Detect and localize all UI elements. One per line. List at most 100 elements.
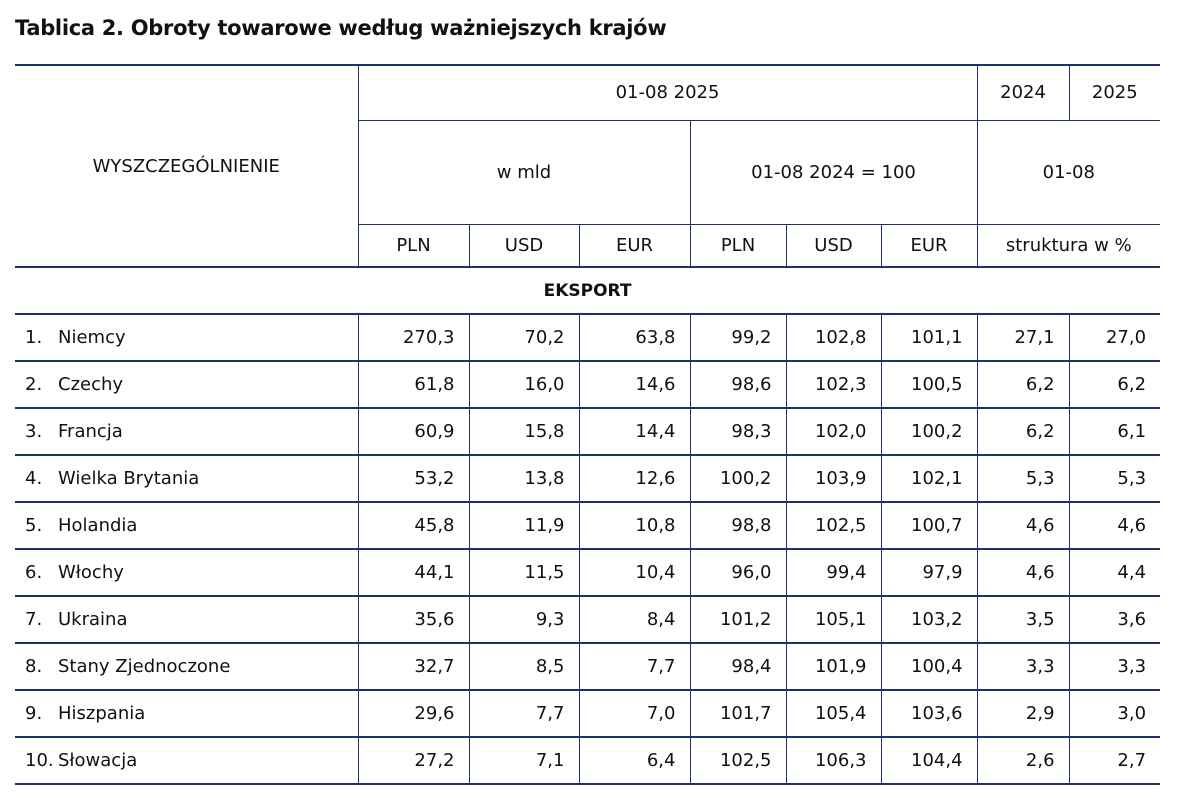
- value-cell: 102,5: [689, 736, 787, 785]
- value-cell: 102,5: [785, 501, 882, 550]
- value-cell: 7,0: [578, 689, 691, 738]
- value-cell: 27,1: [976, 313, 1070, 362]
- value-cell: 10,4: [578, 548, 691, 597]
- value-cell: 2,7: [1068, 736, 1161, 785]
- row-number: 1.: [25, 327, 43, 348]
- value-cell: 63,8: [578, 313, 691, 362]
- section-label: EKSPORT: [15, 266, 1161, 315]
- value-cell: 106,3: [785, 736, 882, 785]
- value-cell: 5,3: [976, 454, 1070, 503]
- country-cell: 4. Wielka Brytania: [15, 454, 359, 503]
- value-cell: 3,3: [976, 642, 1070, 691]
- header-currency: EUR: [880, 223, 978, 268]
- value-cell: 101,7: [689, 689, 787, 738]
- value-cell: 9,3: [468, 595, 580, 644]
- value-cell: 100,2: [880, 407, 978, 456]
- value-cell: 32,7: [357, 642, 470, 691]
- value-cell: 98,8: [689, 501, 787, 550]
- row-number: 7.: [25, 609, 43, 630]
- value-cell: 101,9: [785, 642, 882, 691]
- value-cell: 102,0: [785, 407, 882, 456]
- value-cell: 97,9: [880, 548, 978, 597]
- row-number: 10.: [25, 750, 54, 771]
- value-cell: 100,7: [880, 501, 978, 550]
- value-cell: 4,6: [1068, 501, 1161, 550]
- header-year-2024: 2024: [976, 64, 1070, 121]
- export-table: WYSZCZEGÓLNIENIE 01-08 2025 2024 2025 w …: [15, 64, 1161, 785]
- value-cell: 103,2: [880, 595, 978, 644]
- header-period-short: 01-08: [976, 119, 1161, 225]
- table-row: 5. Holandia 45,8 11,9 10,8 98,8 102,5 100,7 4,6 4…: [15, 501, 1161, 550]
- value-cell: 4,6: [976, 548, 1070, 597]
- value-cell: 27,2: [357, 736, 470, 785]
- row-number: 8.: [25, 656, 43, 677]
- country-name: Wielka Brytania: [58, 468, 200, 489]
- value-cell: 104,4: [880, 736, 978, 785]
- value-cell: 6,2: [976, 407, 1070, 456]
- table-row: 4. Wielka Brytania 53,2 13,8 12,6 100,2 103,9 1…: [15, 454, 1161, 503]
- header-w-mld: w mld: [357, 119, 691, 225]
- value-cell: 15,8: [468, 407, 580, 456]
- country-name: Stany Zjednoczone: [58, 656, 231, 677]
- value-cell: 99,4: [785, 548, 882, 597]
- country-name: Francja: [58, 421, 123, 442]
- header-currency: PLN: [357, 223, 470, 268]
- value-cell: 101,2: [689, 595, 787, 644]
- value-cell: 6,2: [1068, 360, 1161, 409]
- value-cell: 8,4: [578, 595, 691, 644]
- value-cell: 45,8: [357, 501, 470, 550]
- value-cell: 10,8: [578, 501, 691, 550]
- value-cell: 53,2: [357, 454, 470, 503]
- table-row: 2. Czechy 61,8 16,0 14,6 98,6 102,3 100,5 6,2 6,2: [15, 360, 1161, 409]
- table-row: 3. Francja 60,9 15,8 14,4 98,3 102,0 100,2 6,2 6,…: [15, 407, 1161, 456]
- country-name: Włochy: [58, 562, 124, 583]
- table-row: 10. Słowacja 27,2 7,1 6,4 102,5 106,3 104,4 2,6 2…: [15, 736, 1161, 785]
- value-cell: 99,2: [689, 313, 787, 362]
- value-cell: 4,6: [976, 501, 1070, 550]
- value-cell: 7,7: [468, 689, 580, 738]
- value-cell: 14,6: [578, 360, 691, 409]
- value-cell: 8,5: [468, 642, 580, 691]
- value-cell: 103,6: [880, 689, 978, 738]
- value-cell: 7,1: [468, 736, 580, 785]
- header-currency: USD: [468, 223, 580, 268]
- value-cell: 6,4: [578, 736, 691, 785]
- value-cell: 14,4: [578, 407, 691, 456]
- value-cell: 16,0: [468, 360, 580, 409]
- country-cell: 6. Włochy: [15, 548, 359, 597]
- value-cell: 3,5: [976, 595, 1070, 644]
- value-cell: 96,0: [689, 548, 787, 597]
- value-cell: 11,5: [468, 548, 580, 597]
- value-cell: 105,1: [785, 595, 882, 644]
- value-cell: 98,6: [689, 360, 787, 409]
- value-cell: 98,4: [689, 642, 787, 691]
- row-number: 4.: [25, 468, 43, 489]
- row-number: 3.: [25, 421, 43, 442]
- value-cell: 12,6: [578, 454, 691, 503]
- value-cell: 29,6: [357, 689, 470, 738]
- value-cell: 44,1: [357, 548, 470, 597]
- header-currency: EUR: [578, 223, 691, 268]
- value-cell: 270,3: [357, 313, 470, 362]
- value-cell: 3,3: [1068, 642, 1161, 691]
- value-cell: 6,1: [1068, 407, 1161, 456]
- header-period: 01-08 2025: [357, 64, 978, 121]
- country-cell: 1. Niemcy: [15, 313, 359, 362]
- value-cell: 2,6: [976, 736, 1070, 785]
- value-cell: 102,8: [785, 313, 882, 362]
- value-cell: 60,9: [357, 407, 470, 456]
- value-cell: 7,7: [578, 642, 691, 691]
- header-index: 01-08 2024 = 100: [689, 119, 978, 225]
- value-cell: 100,2: [689, 454, 787, 503]
- country-cell: 10. Słowacja: [15, 736, 359, 785]
- country-name: Ukraina: [58, 609, 128, 630]
- table-row: 6. Włochy 44,1 11,5 10,4 96,0 99,4 97,9 4,6 4,4: [15, 548, 1161, 597]
- value-cell: 102,3: [785, 360, 882, 409]
- value-cell: 61,8: [357, 360, 470, 409]
- country-name: Czechy: [58, 374, 124, 395]
- value-cell: 5,3: [1068, 454, 1161, 503]
- country-cell: 3. Francja: [15, 407, 359, 456]
- country-cell: 9. Hiszpania: [15, 689, 359, 738]
- value-cell: 11,9: [468, 501, 580, 550]
- table-row: 1. Niemcy 270,3 70,2 63,8 99,2 102,8 101,1 27,1 2…: [15, 313, 1161, 362]
